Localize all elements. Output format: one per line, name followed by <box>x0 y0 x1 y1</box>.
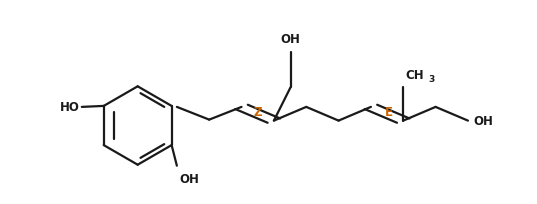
Text: E: E <box>384 106 393 119</box>
Text: OH: OH <box>180 172 200 185</box>
Text: HO: HO <box>60 101 80 114</box>
Text: OH: OH <box>281 33 301 46</box>
Text: Z: Z <box>254 106 263 119</box>
Text: OH: OH <box>474 115 494 128</box>
Text: 3: 3 <box>429 75 435 84</box>
Text: CH: CH <box>405 69 424 82</box>
